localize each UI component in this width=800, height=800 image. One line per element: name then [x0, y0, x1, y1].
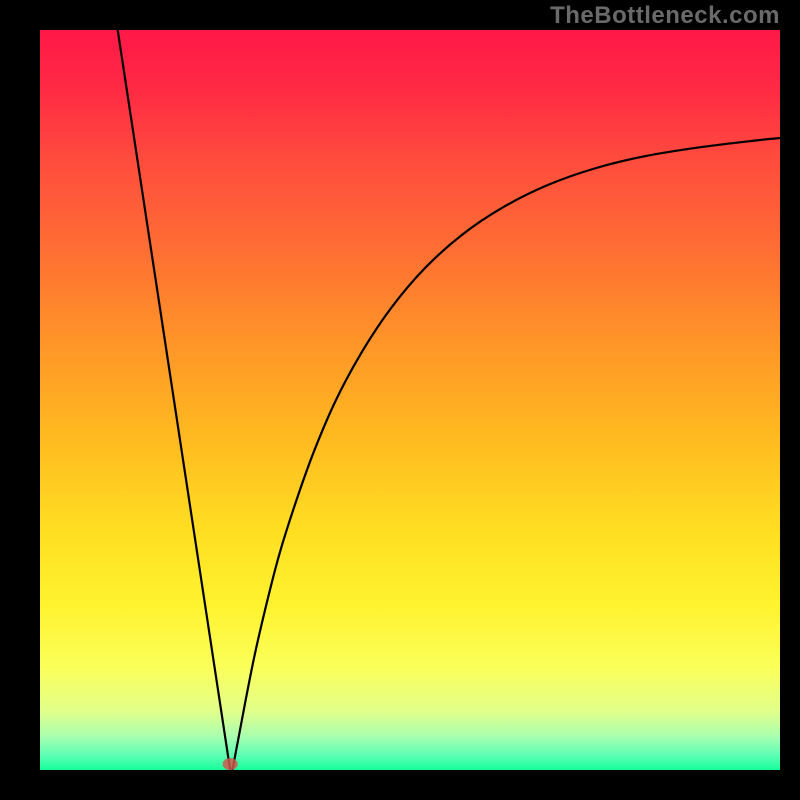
bottleneck-curve-chart	[40, 30, 780, 770]
watermark-text: TheBottleneck.com	[550, 2, 780, 30]
plot-background	[40, 30, 780, 770]
optimal-point-marker	[223, 758, 238, 770]
chart-container: TheBottleneck.com	[0, 0, 800, 800]
